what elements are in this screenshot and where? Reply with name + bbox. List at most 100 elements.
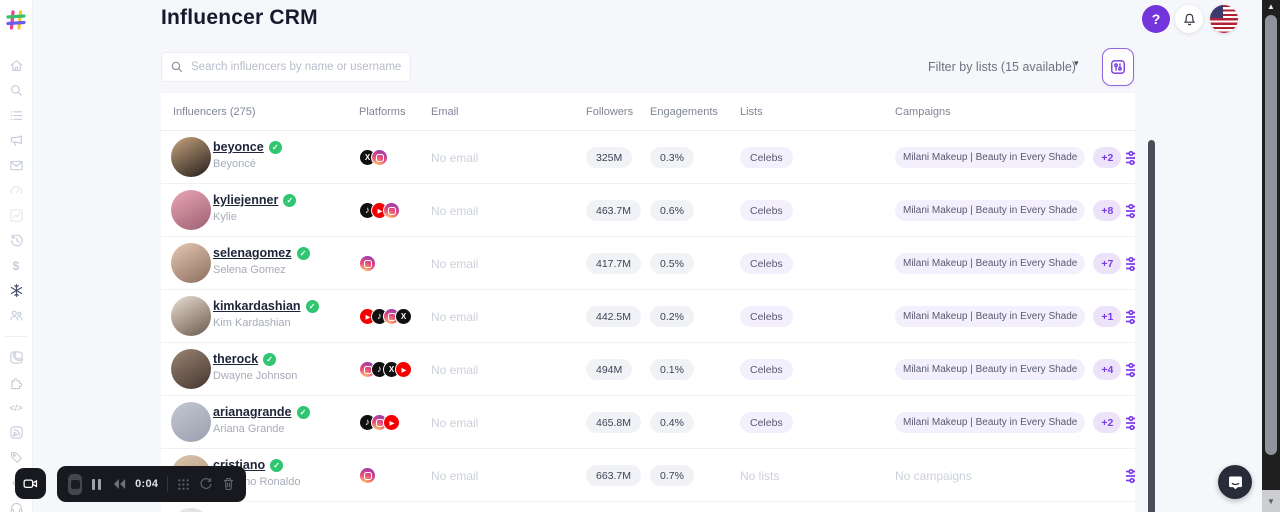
sidebar-item-gauge[interactable]: [0, 178, 32, 203]
restart-recording-icon[interactable]: [199, 477, 213, 491]
code-icon: </>: [9, 402, 23, 413]
row-actions-icon[interactable]: [1126, 150, 1135, 166]
avatar: [171, 190, 211, 230]
chat-launcher-button[interactable]: [1218, 465, 1252, 499]
followers-badge: 465.8M: [586, 412, 642, 433]
snowflake-icon: [10, 283, 22, 298]
history-icon: [10, 234, 23, 247]
sidebar-divider: [5, 336, 27, 337]
sidebar-item-history[interactable]: [0, 228, 32, 253]
campaign-badge[interactable]: Milani Makeup | Beauty in Every Shade: [895, 359, 1086, 380]
language-flag-icon[interactable]: [1210, 5, 1238, 33]
stop-recording-button[interactable]: [68, 473, 83, 495]
influencer-username-link[interactable]: kyliejenner: [213, 193, 279, 207]
influencer-username-link[interactable]: selenagomez: [213, 246, 292, 260]
table-scrollbar[interactable]: [1148, 140, 1155, 512]
row-actions-icon[interactable]: [1126, 256, 1135, 272]
sidebar-item-mail[interactable]: [0, 153, 32, 178]
list-badge[interactable]: Celebs: [740, 147, 793, 168]
campaign-extra-count-badge[interactable]: +2: [1093, 147, 1122, 168]
sidebar-item-search[interactable]: [0, 78, 32, 103]
notifications-button[interactable]: [1175, 5, 1203, 33]
sidebar-item-phone[interactable]: [0, 345, 32, 370]
platform-icons: ▶ ♪ X: [359, 290, 412, 342]
help-button[interactable]: ?: [1142, 5, 1170, 33]
sidebar-item-list[interactable]: [0, 103, 32, 128]
influencer-username-link[interactable]: therock: [213, 352, 259, 366]
campaign-extra-count-badge[interactable]: +2: [1093, 412, 1122, 433]
campaigns-cell: Milani Makeup | Beauty in Every Shade +4: [895, 359, 1122, 380]
list-badge[interactable]: Celebs: [740, 306, 793, 327]
list-badge[interactable]: Celebs: [740, 412, 793, 433]
phone-icon: [9, 351, 23, 364]
sidebar-item-tag[interactable]: [0, 445, 32, 470]
recorder-camera-button[interactable]: [15, 468, 46, 499]
scroll-up-icon[interactable]: ▲: [1267, 2, 1275, 11]
row-actions-icon[interactable]: [1126, 309, 1135, 325]
sidebar-item-chart[interactable]: [0, 203, 32, 228]
influencer-username-link[interactable]: kimkardashian: [213, 299, 301, 313]
sidebar-item-code[interactable]: </>: [0, 395, 32, 420]
verified-badge-icon: ✓: [283, 193, 297, 207]
campaign-badge[interactable]: Milani Makeup | Beauty in Every Shade: [895, 412, 1086, 433]
campaigns-cell: Milani Makeup | Beauty in Every Shade +2: [895, 147, 1122, 168]
campaign-badge[interactable]: Milani Makeup | Beauty in Every Shade: [895, 147, 1086, 168]
sidebar-item-users[interactable]: [0, 303, 32, 328]
email-cell: No email: [431, 416, 479, 430]
page-scrollbar[interactable]: ▲ ▼: [1262, 0, 1280, 512]
page-title: Influencer CRM: [161, 6, 318, 29]
scrollbar-thumb[interactable]: [1265, 15, 1277, 455]
row-actions-icon[interactable]: [1126, 468, 1135, 484]
chevron-down-icon[interactable]: ▾: [1074, 58, 1079, 68]
row-actions-icon[interactable]: [1126, 362, 1135, 378]
list-badge[interactable]: Celebs: [740, 359, 793, 380]
campaign-extra-count-badge[interactable]: +7: [1093, 253, 1122, 274]
brand-logo-icon[interactable]: [5, 9, 27, 31]
verified-badge-icon: ✓: [305, 299, 319, 313]
delete-recording-icon[interactable]: [222, 477, 235, 491]
platform-icons: ♪ ▶: [359, 396, 400, 448]
blur-grid-icon[interactable]: [177, 478, 190, 491]
filter-button[interactable]: [1102, 48, 1134, 86]
list-badge[interactable]: Celebs: [740, 200, 793, 221]
row-actions-icon[interactable]: [1126, 415, 1135, 431]
email-cell: No email: [431, 363, 479, 377]
search-input[interactable]: [191, 61, 402, 73]
pause-button[interactable]: [91, 478, 102, 491]
sidebar-item-rss[interactable]: [0, 420, 32, 445]
sidebar-item-dollar[interactable]: $: [0, 253, 32, 278]
influencer-username-link[interactable]: arianagrande: [213, 405, 292, 419]
rewind-icon[interactable]: [111, 478, 126, 490]
table-row: therock ✓ Dwayne Johnson ♪ X ▶ No email 494M 0.1…: [161, 343, 1135, 396]
influencer-display-name: Kylie: [213, 211, 237, 223]
column-header-lists: Lists: [740, 106, 763, 118]
sidebar-item-puzzle[interactable]: [0, 370, 32, 395]
column-header-influencers: Influencers (275): [173, 106, 256, 118]
sidebar-item-home[interactable]: [0, 53, 32, 78]
influencer-username-link[interactable]: beyonce: [213, 140, 264, 154]
campaign-badge[interactable]: Milani Makeup | Beauty in Every Shade: [895, 253, 1086, 274]
campaign-badge[interactable]: Milani Makeup | Beauty in Every Shade: [895, 200, 1086, 221]
x-icon: X: [395, 308, 412, 325]
row-actions-icon[interactable]: [1126, 203, 1135, 219]
scroll-down-icon[interactable]: ▼: [1262, 490, 1280, 512]
campaign-extra-count-badge[interactable]: +4: [1093, 359, 1122, 380]
email-cell: No email: [431, 151, 479, 165]
chart-icon: [9, 209, 23, 222]
sidebar-item-megaphone[interactable]: [0, 128, 32, 153]
avatar: [171, 296, 211, 336]
engagement-badge: 0.2%: [650, 306, 694, 327]
search-icon: [10, 85, 22, 96]
campaigns-cell: Milani Makeup | Beauty in Every Shade +1: [895, 306, 1122, 327]
campaign-extra-count-badge[interactable]: +1: [1093, 306, 1122, 327]
sidebar-item-headphones[interactable]: [0, 495, 32, 512]
sidebar-item-snowflake[interactable]: [0, 278, 32, 303]
engagement-badge: 0.5%: [650, 253, 694, 274]
campaign-extra-count-badge[interactable]: +8: [1093, 200, 1122, 221]
verified-badge-icon: ✓: [296, 246, 310, 260]
campaign-badge[interactable]: Milani Makeup | Beauty in Every Shade: [895, 306, 1086, 327]
mail-icon: [9, 160, 23, 171]
youtube-icon: ▶: [383, 414, 400, 431]
list-badge[interactable]: Celebs: [740, 253, 793, 274]
engagement-badge: 0.4%: [650, 412, 694, 433]
